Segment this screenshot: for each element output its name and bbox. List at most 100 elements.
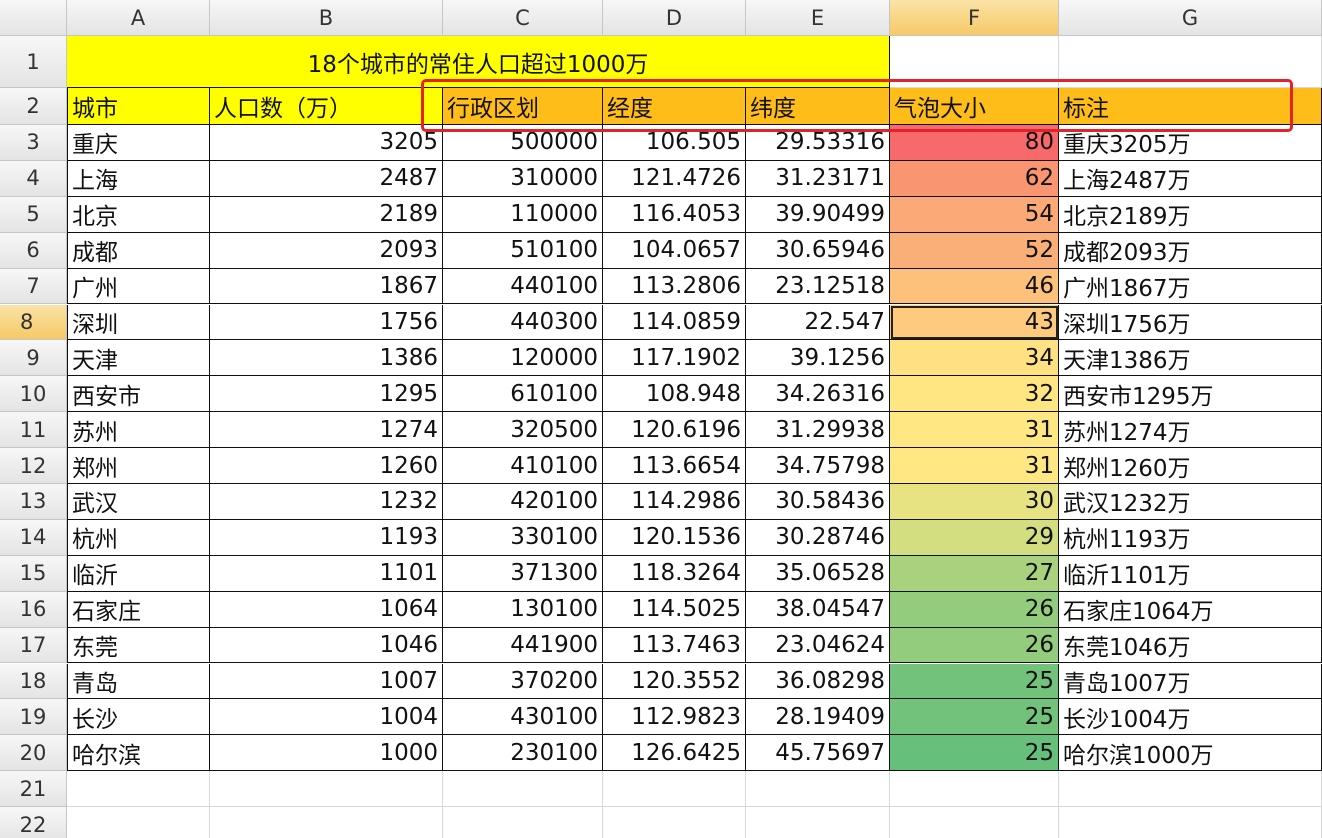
data-cell[interactable]: 杭州1193万	[1059, 519, 1322, 556]
data-cell[interactable]: 34.26316	[746, 376, 890, 413]
row-header[interactable]: 4	[0, 160, 67, 197]
data-cell[interactable]: 1295	[210, 376, 443, 413]
data-cell[interactable]: 310000	[443, 160, 603, 197]
heat-cell[interactable]: 30	[890, 484, 1059, 520]
data-cell[interactable]: 郑州	[67, 448, 210, 484]
data-cell[interactable]: 39.90499	[746, 196, 890, 233]
heat-cell[interactable]: 34	[890, 340, 1059, 377]
data-cell[interactable]: 苏州	[67, 412, 210, 449]
row-header[interactable]: 5	[0, 196, 67, 233]
heat-cell[interactable]: 26	[890, 591, 1059, 628]
data-cell[interactable]: 1260	[210, 448, 443, 484]
row-header[interactable]: 18	[0, 663, 67, 700]
data-cell[interactable]: 114.5025	[603, 591, 746, 628]
data-cell[interactable]: 330100	[443, 519, 603, 556]
header-cell[interactable]: 行政区划	[443, 88, 603, 125]
cell[interactable]	[443, 771, 603, 808]
data-cell[interactable]: 1232	[210, 484, 443, 520]
data-cell[interactable]: 430100	[443, 699, 603, 736]
data-cell[interactable]: 上海	[67, 160, 210, 197]
data-cell[interactable]: 320500	[443, 412, 603, 449]
data-cell[interactable]: 3205	[210, 125, 443, 161]
data-cell[interactable]: 1004	[210, 699, 443, 736]
data-cell[interactable]: 石家庄	[67, 591, 210, 628]
heat-cell[interactable]: 25	[890, 735, 1059, 772]
data-cell[interactable]: 440100	[443, 268, 603, 305]
data-cell[interactable]: 重庆	[67, 125, 210, 161]
data-cell[interactable]: 郑州1260万	[1059, 448, 1322, 484]
cell[interactable]	[443, 807, 603, 838]
header-cell[interactable]: 经度	[603, 88, 746, 125]
heat-cell[interactable]: 25	[890, 699, 1059, 736]
data-cell[interactable]: 610100	[443, 376, 603, 413]
cell[interactable]	[890, 771, 1059, 808]
data-cell[interactable]: 230100	[443, 735, 603, 772]
cell[interactable]	[1059, 807, 1322, 838]
data-cell[interactable]: 深圳1756万	[1059, 304, 1322, 341]
data-cell[interactable]: 深圳	[67, 304, 210, 341]
data-cell[interactable]: 天津	[67, 340, 210, 377]
row-header[interactable]: 13	[0, 484, 67, 520]
row-header[interactable]: 19	[0, 699, 67, 736]
row-header[interactable]: 20	[0, 735, 67, 772]
data-cell[interactable]: 2189	[210, 196, 443, 233]
column-header[interactable]: D	[603, 0, 746, 36]
data-cell[interactable]: 104.0657	[603, 232, 746, 269]
cell[interactable]	[603, 807, 746, 838]
data-cell[interactable]: 31.23171	[746, 160, 890, 197]
cell[interactable]	[746, 771, 890, 808]
row-header[interactable]: 12	[0, 448, 67, 484]
row-header[interactable]: 2	[0, 88, 67, 125]
data-cell[interactable]: 哈尔滨1000万	[1059, 735, 1322, 772]
data-cell[interactable]: 1101	[210, 555, 443, 592]
data-cell[interactable]: 北京	[67, 196, 210, 233]
row-header[interactable]: 3	[0, 125, 67, 161]
heat-cell[interactable]: 31	[890, 412, 1059, 449]
data-cell[interactable]: 113.7463	[603, 627, 746, 664]
data-cell[interactable]: 成都	[67, 232, 210, 269]
row-header[interactable]: 14	[0, 519, 67, 556]
header-cell[interactable]: 人口数（万）	[210, 88, 443, 125]
cell[interactable]	[1059, 771, 1322, 808]
row-header[interactable]: 17	[0, 627, 67, 664]
data-cell[interactable]: 510100	[443, 232, 603, 269]
cell[interactable]	[890, 36, 1059, 88]
data-cell[interactable]: 武汉1232万	[1059, 484, 1322, 520]
header-cell[interactable]: 纬度	[746, 88, 890, 125]
data-cell[interactable]: 113.6654	[603, 448, 746, 484]
row-header[interactable]: 15	[0, 555, 67, 592]
data-cell[interactable]: 天津1386万	[1059, 340, 1322, 377]
data-cell[interactable]: 420100	[443, 484, 603, 520]
heat-cell[interactable]: 25	[890, 663, 1059, 700]
header-cell[interactable]: 气泡大小	[890, 88, 1059, 125]
data-cell[interactable]: 青岛1007万	[1059, 663, 1322, 700]
row-header[interactable]: 16	[0, 591, 67, 628]
data-cell[interactable]: 1386	[210, 340, 443, 377]
data-cell[interactable]: 1046	[210, 627, 443, 664]
heat-cell[interactable]: 52	[890, 232, 1059, 269]
data-cell[interactable]: 35.06528	[746, 555, 890, 592]
column-header[interactable]: B	[210, 0, 443, 36]
data-cell[interactable]: 28.19409	[746, 699, 890, 736]
data-cell[interactable]: 30.65946	[746, 232, 890, 269]
heat-cell[interactable]: 32	[890, 376, 1059, 413]
heat-cell[interactable]: 27	[890, 555, 1059, 592]
data-cell[interactable]: 广州1867万	[1059, 268, 1322, 305]
row-header[interactable]: 8	[0, 304, 67, 341]
data-cell[interactable]: 121.4726	[603, 160, 746, 197]
data-cell[interactable]: 371300	[443, 555, 603, 592]
data-cell[interactable]: 东莞	[67, 627, 210, 664]
row-header[interactable]: 11	[0, 412, 67, 449]
data-cell[interactable]: 114.0859	[603, 304, 746, 341]
data-cell[interactable]: 杭州	[67, 519, 210, 556]
data-cell[interactable]: 临沂	[67, 555, 210, 592]
data-cell[interactable]: 哈尔滨	[67, 735, 210, 772]
data-cell[interactable]: 石家庄1064万	[1059, 591, 1322, 628]
column-header[interactable]: C	[443, 0, 603, 36]
data-cell[interactable]: 1867	[210, 268, 443, 305]
data-cell[interactable]: 青岛	[67, 663, 210, 700]
heat-cell[interactable]: 26	[890, 627, 1059, 664]
data-cell[interactable]: 1193	[210, 519, 443, 556]
data-cell[interactable]: 西安市	[67, 376, 210, 413]
data-cell[interactable]: 30.58436	[746, 484, 890, 520]
